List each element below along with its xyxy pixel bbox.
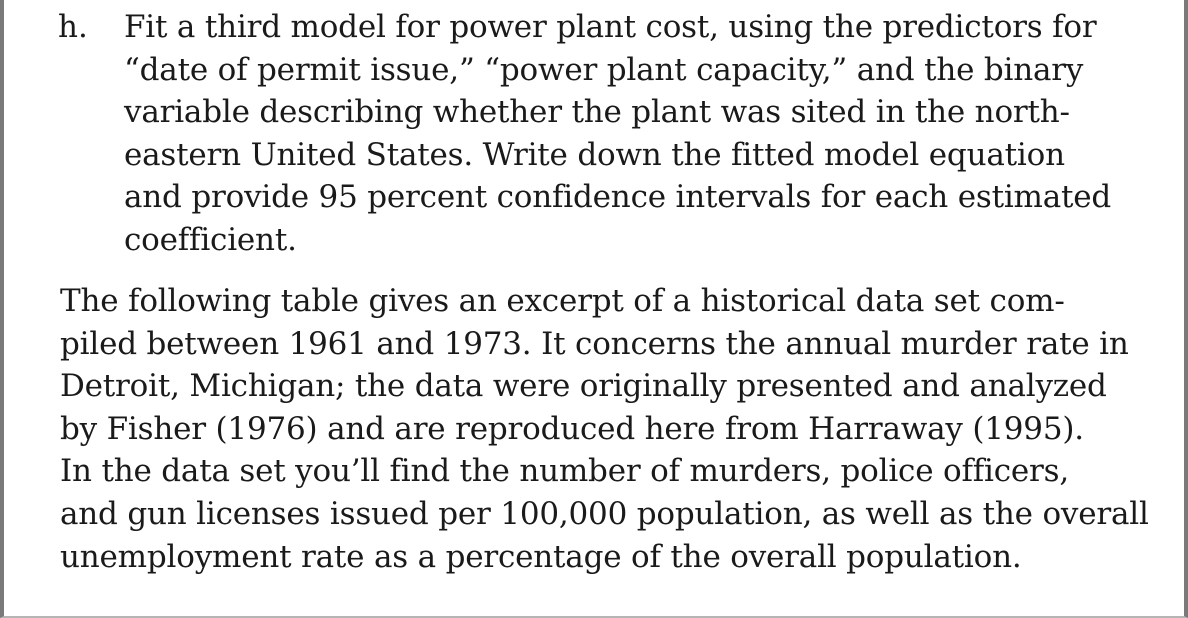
exercise-line: and provide 95 percent confidence interv…: [124, 179, 1112, 215]
paragraph-line: In the data set you’ll find the number o…: [60, 453, 1070, 490]
exercise-marker: h.: [58, 9, 88, 45]
exercise-line: “date of permit issue,” “power plant cap…: [124, 51, 1084, 88]
paragraph-line: and gun licenses issued per 100,000 popu…: [60, 495, 1149, 532]
paragraph-line: unemployment rate as a percentage of the…: [60, 538, 1022, 575]
paragraph-line: piled between 1961 and 1973. It concerns…: [60, 325, 1129, 362]
paragraph-line: Detroit, Michigan; the data were origina…: [60, 368, 1107, 405]
exercise-line: variable describing whether the plant wa…: [124, 94, 1070, 130]
paragraph-line: by Fisher (1976) and are reproduced here…: [60, 410, 1084, 447]
exercise-line: eastern United States. Write down the fi…: [124, 136, 1065, 173]
body-paragraph: The following table gives an excerpt of …: [60, 280, 1149, 578]
exercise-item-h: h. Fit a third model for power plant cos…: [4, 6, 1184, 261]
exercise-line: Fit a third model for power plant cost, …: [124, 9, 1097, 45]
exercise-line: coefficient.: [124, 221, 297, 258]
exercise-text: Fit a third model for power plant cost, …: [124, 6, 1114, 261]
paragraph-line: The following table gives an excerpt of …: [60, 283, 1065, 319]
